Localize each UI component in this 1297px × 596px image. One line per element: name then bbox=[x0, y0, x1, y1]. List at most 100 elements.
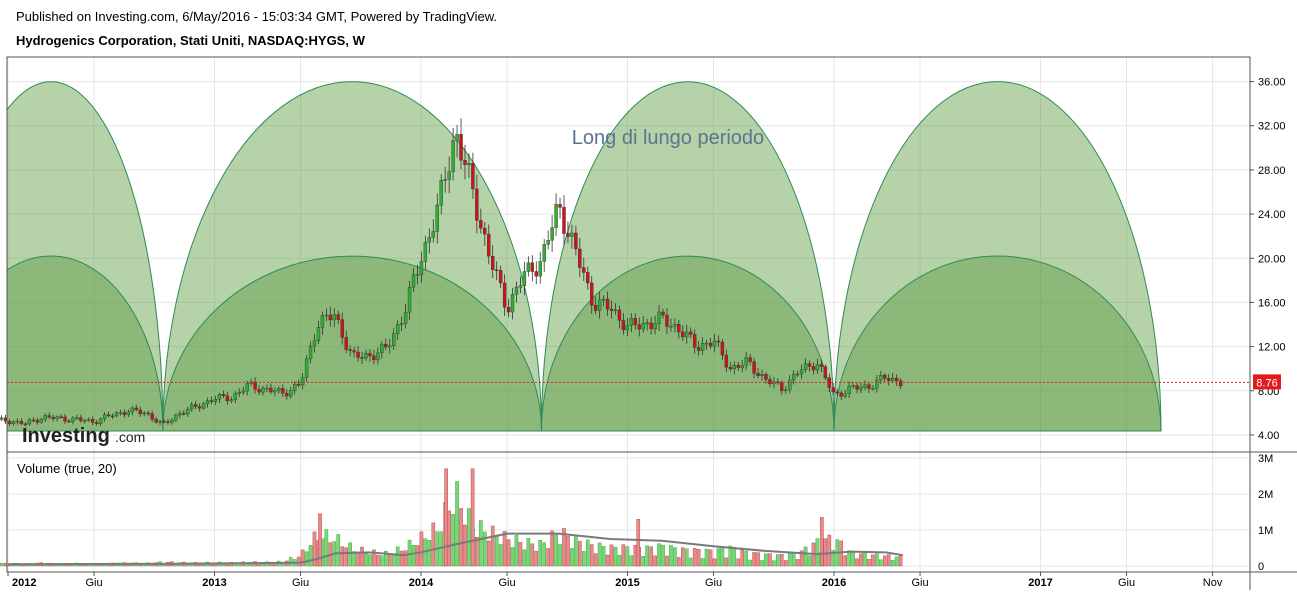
candle-down bbox=[807, 363, 812, 367]
volume-bar bbox=[764, 553, 768, 567]
candle-up bbox=[851, 385, 855, 387]
candle-down bbox=[835, 391, 839, 394]
candle-down bbox=[590, 282, 594, 306]
volume-bar bbox=[617, 555, 622, 567]
volume-bar bbox=[475, 537, 479, 567]
candle-up bbox=[863, 384, 867, 388]
volume-bar bbox=[851, 550, 855, 567]
volume-bar bbox=[550, 530, 554, 567]
large-cycle-arc bbox=[162, 81, 542, 432]
candle-down bbox=[209, 400, 214, 402]
volume-bar bbox=[597, 542, 602, 567]
candle-up bbox=[435, 204, 439, 232]
candle-down bbox=[621, 320, 626, 331]
candle-down bbox=[340, 319, 344, 338]
candle-down bbox=[150, 413, 154, 420]
volume-bar bbox=[300, 549, 305, 567]
candle-up bbox=[542, 244, 546, 262]
candle-up bbox=[300, 377, 305, 386]
volume-bar bbox=[419, 531, 424, 567]
volume-bar bbox=[554, 533, 558, 567]
candle-up bbox=[213, 399, 218, 402]
candle-down bbox=[344, 337, 348, 350]
candle-down bbox=[31, 419, 36, 422]
candle-down bbox=[360, 357, 364, 359]
volume-bar bbox=[395, 546, 400, 567]
volume-bar bbox=[827, 534, 832, 567]
volume-bar bbox=[411, 545, 416, 567]
candle-up bbox=[455, 134, 459, 141]
volume-bar bbox=[494, 535, 499, 567]
candle-down bbox=[463, 160, 467, 166]
volume-bar bbox=[799, 550, 804, 567]
candle-down bbox=[609, 308, 614, 311]
candle-up bbox=[261, 387, 265, 393]
volume-bar bbox=[760, 560, 764, 567]
volume-bar bbox=[724, 557, 729, 567]
time-tick-label: Giu bbox=[1118, 577, 1135, 589]
volume-bar bbox=[372, 549, 376, 567]
volume-bar bbox=[736, 558, 741, 567]
candle-up bbox=[316, 327, 321, 342]
candle-down bbox=[898, 380, 903, 387]
candle-down bbox=[182, 413, 186, 415]
volume-bar bbox=[558, 543, 562, 567]
volume-bars bbox=[0, 468, 903, 567]
volume-bar bbox=[589, 544, 594, 567]
volume-tick-label: 2M bbox=[1258, 489, 1273, 501]
candle-up bbox=[364, 353, 368, 359]
candle-down bbox=[780, 382, 784, 392]
candle-up bbox=[233, 393, 237, 400]
volume-bar bbox=[633, 545, 638, 567]
candle-down bbox=[23, 423, 28, 426]
volume-bar bbox=[482, 531, 487, 567]
candle-down bbox=[281, 388, 285, 394]
candle-up bbox=[71, 417, 75, 422]
volume-bar bbox=[768, 553, 772, 567]
volume-bar bbox=[574, 535, 578, 567]
volume-bar bbox=[360, 546, 364, 567]
volume-bar bbox=[387, 554, 392, 567]
volume-bar bbox=[716, 548, 721, 567]
volume-bar bbox=[641, 556, 645, 567]
candle-down bbox=[91, 419, 95, 423]
candle-down bbox=[756, 373, 760, 376]
volume-bar bbox=[296, 556, 301, 567]
volume-bar bbox=[605, 554, 610, 567]
candle-down bbox=[586, 272, 590, 284]
candle-down bbox=[328, 314, 333, 321]
candle-up bbox=[510, 294, 515, 313]
candle-up bbox=[847, 385, 851, 394]
price-tick-label: 16.00 bbox=[1258, 297, 1286, 309]
volume-bar bbox=[613, 546, 618, 567]
volume-bar bbox=[803, 546, 808, 567]
price-tick-label: 28.00 bbox=[1258, 165, 1286, 177]
volume-bar bbox=[677, 557, 681, 567]
volume-bar bbox=[380, 555, 384, 567]
volume-bar bbox=[780, 554, 784, 567]
candle-up bbox=[308, 345, 313, 360]
volume-bar bbox=[455, 481, 459, 567]
volume-bar bbox=[875, 553, 879, 567]
candle-up bbox=[467, 163, 471, 166]
volume-bar bbox=[601, 546, 606, 567]
candle-down bbox=[811, 366, 816, 371]
volume-bar bbox=[772, 560, 776, 567]
volume-bar bbox=[807, 555, 812, 567]
candle-down bbox=[637, 324, 641, 330]
volume-bar bbox=[712, 558, 717, 567]
candle-down bbox=[823, 366, 828, 378]
volume-bar bbox=[427, 539, 432, 567]
candle-down bbox=[768, 379, 772, 385]
candle-up bbox=[657, 311, 661, 324]
volume-ma-line bbox=[7, 532, 903, 566]
volume-bar bbox=[403, 550, 408, 567]
volume-bar bbox=[791, 552, 796, 567]
candle-up bbox=[75, 417, 79, 419]
candle-up bbox=[712, 340, 717, 347]
candle-down bbox=[19, 420, 24, 425]
volume-bar bbox=[728, 545, 733, 567]
volume-bar bbox=[383, 551, 388, 567]
candle-down bbox=[146, 412, 150, 415]
candle-down bbox=[665, 314, 669, 327]
